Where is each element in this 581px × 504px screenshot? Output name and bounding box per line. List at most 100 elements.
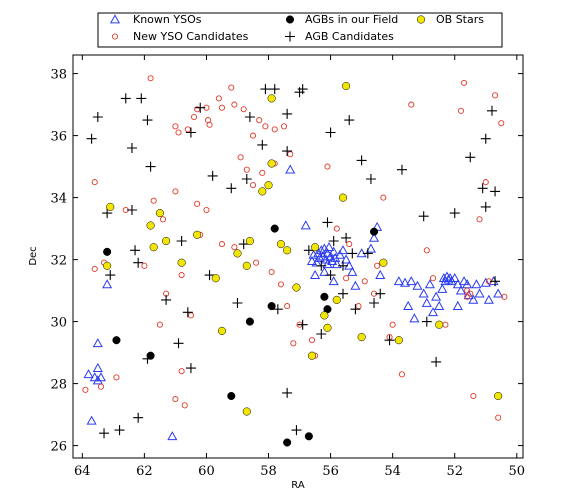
data-point bbox=[242, 261, 251, 270]
data-point bbox=[172, 188, 179, 195]
data-point bbox=[267, 94, 276, 103]
data-point bbox=[333, 225, 340, 232]
x-axis-label: RA bbox=[291, 480, 305, 491]
data-point bbox=[501, 293, 508, 300]
data-point bbox=[91, 265, 98, 272]
data-point bbox=[471, 279, 482, 289]
data-point bbox=[409, 313, 420, 323]
data-point bbox=[195, 102, 206, 113]
data-point bbox=[240, 106, 247, 113]
y-tick-label: 34 bbox=[50, 192, 67, 207]
data-point bbox=[238, 239, 249, 250]
data-point bbox=[269, 84, 280, 95]
data-point bbox=[268, 268, 275, 276]
series-agbs-in-our-field bbox=[103, 224, 379, 447]
data-point bbox=[427, 307, 439, 317]
x-tick-label: 50 bbox=[509, 464, 526, 479]
data-point bbox=[400, 277, 411, 287]
data-point bbox=[325, 270, 336, 281]
data-point bbox=[114, 425, 125, 436]
data-point bbox=[257, 139, 268, 150]
data-point bbox=[272, 304, 283, 315]
data-point bbox=[211, 274, 220, 283]
data-point bbox=[327, 255, 338, 266]
data-point bbox=[337, 245, 349, 255]
data-point bbox=[343, 275, 350, 282]
data-point bbox=[490, 276, 501, 287]
y-tick-label: 36 bbox=[50, 130, 67, 145]
data-point bbox=[292, 283, 301, 292]
data-point bbox=[297, 319, 308, 330]
data-point bbox=[325, 127, 336, 138]
data-point bbox=[375, 288, 386, 299]
x-tick-label: 60 bbox=[198, 464, 215, 479]
data-point bbox=[297, 84, 308, 95]
data-point bbox=[434, 300, 445, 310]
data-point bbox=[311, 243, 320, 252]
data-point bbox=[133, 257, 144, 268]
data-point bbox=[338, 193, 348, 202]
data-point bbox=[92, 112, 103, 122]
data-point bbox=[92, 375, 103, 385]
data-point bbox=[130, 245, 141, 256]
data-point bbox=[320, 292, 329, 301]
data-point bbox=[495, 414, 502, 421]
data-point bbox=[356, 155, 367, 166]
data-point bbox=[324, 163, 331, 170]
data-point bbox=[282, 108, 293, 119]
data-point bbox=[480, 201, 491, 212]
data-point bbox=[267, 159, 276, 168]
data-point bbox=[232, 298, 243, 308]
data-point bbox=[172, 396, 179, 403]
legend-marker bbox=[109, 14, 121, 24]
data-point bbox=[102, 208, 113, 219]
data-point bbox=[178, 368, 185, 375]
data-point bbox=[303, 245, 314, 256]
data-point bbox=[418, 288, 429, 298]
data-point bbox=[190, 113, 198, 121]
data-point bbox=[437, 283, 448, 293]
data-point bbox=[249, 132, 257, 139]
data-point bbox=[176, 236, 187, 246]
data-point bbox=[398, 371, 406, 378]
data-point bbox=[424, 279, 435, 289]
data-point bbox=[344, 115, 355, 126]
data-point bbox=[361, 278, 368, 285]
data-point bbox=[389, 321, 396, 328]
data-point bbox=[194, 200, 201, 207]
data-point bbox=[150, 197, 157, 204]
data-point bbox=[380, 194, 387, 201]
data-point bbox=[347, 266, 358, 276]
data-point bbox=[332, 295, 341, 304]
data-point bbox=[429, 275, 437, 282]
data-point bbox=[357, 333, 366, 342]
data-point bbox=[341, 232, 352, 243]
legend-label: Known YSOs bbox=[133, 13, 202, 26]
data-point bbox=[185, 127, 196, 138]
data-point bbox=[369, 298, 380, 308]
y-tick-label: 30 bbox=[50, 316, 67, 331]
data-point bbox=[173, 338, 184, 349]
data-point bbox=[102, 279, 113, 289]
x-tick-label: 58 bbox=[260, 464, 277, 479]
data-point bbox=[277, 281, 284, 288]
data-point bbox=[482, 179, 489, 186]
legend-entry: AGB Candidates bbox=[285, 30, 394, 43]
data-point bbox=[331, 259, 342, 269]
data-point bbox=[452, 300, 463, 310]
data-point bbox=[330, 252, 341, 262]
data-point bbox=[421, 297, 432, 307]
x-tick-label: 62 bbox=[136, 464, 153, 479]
data-point bbox=[242, 407, 251, 416]
data-point bbox=[347, 248, 358, 259]
legend-marker bbox=[111, 33, 119, 40]
data-point bbox=[244, 112, 255, 122]
data-point bbox=[193, 230, 202, 239]
data-point bbox=[406, 276, 417, 286]
data-point bbox=[245, 317, 254, 326]
data-point bbox=[280, 123, 288, 130]
data-point bbox=[142, 115, 153, 126]
data-point bbox=[435, 320, 444, 329]
data-point bbox=[89, 372, 100, 382]
